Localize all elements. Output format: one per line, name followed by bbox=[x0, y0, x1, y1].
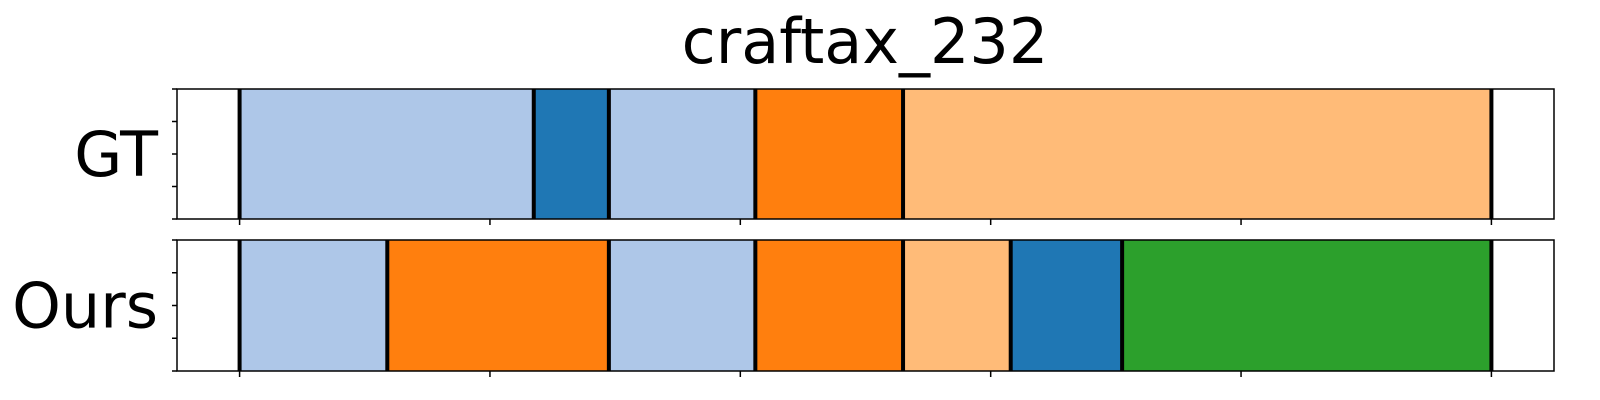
rows-layer: GT Ours bbox=[12, 88, 1555, 377]
row-label: Ours bbox=[12, 270, 158, 343]
segment-bar bbox=[239, 89, 534, 219]
segment-bar bbox=[608, 89, 756, 219]
segment-bar bbox=[903, 240, 1011, 371]
row-ours: Ours bbox=[12, 239, 1555, 377]
row-label: GT bbox=[74, 118, 159, 191]
row-gt: GT bbox=[74, 88, 1555, 225]
segment-bar bbox=[755, 240, 904, 371]
segment-bar bbox=[755, 89, 904, 219]
segment-bar bbox=[239, 240, 388, 371]
segment-bar bbox=[387, 240, 609, 371]
segment-bar bbox=[608, 240, 756, 371]
segment-bar bbox=[1010, 240, 1123, 371]
segment-bar bbox=[1122, 240, 1492, 371]
chart-title: craftax_232 bbox=[682, 5, 1049, 78]
segment-bar bbox=[533, 89, 609, 219]
segment-bar bbox=[903, 89, 1492, 219]
